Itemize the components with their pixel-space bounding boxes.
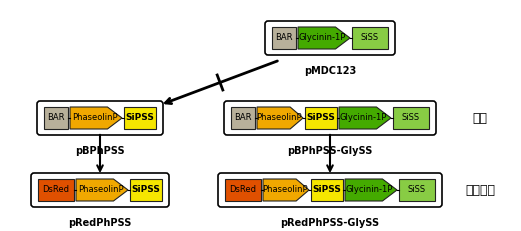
FancyBboxPatch shape [393, 107, 429, 129]
FancyBboxPatch shape [225, 179, 261, 201]
FancyBboxPatch shape [130, 179, 162, 201]
FancyBboxPatch shape [38, 179, 74, 201]
Polygon shape [298, 27, 350, 49]
FancyBboxPatch shape [44, 107, 68, 129]
Text: SiPSS: SiPSS [132, 185, 160, 195]
Text: PhaseolinP: PhaseolinP [72, 113, 117, 122]
FancyBboxPatch shape [31, 173, 169, 207]
Polygon shape [345, 179, 397, 201]
FancyBboxPatch shape [311, 179, 343, 201]
FancyBboxPatch shape [399, 179, 435, 201]
Polygon shape [339, 107, 391, 129]
FancyBboxPatch shape [37, 101, 163, 135]
FancyBboxPatch shape [305, 107, 337, 129]
Text: SiSS: SiSS [402, 113, 420, 122]
Text: SiSS: SiSS [408, 185, 426, 195]
Text: pMDC123: pMDC123 [304, 66, 356, 76]
FancyBboxPatch shape [272, 27, 296, 49]
Text: pBPhPSS: pBPhPSS [75, 146, 125, 156]
Text: SiSS: SiSS [361, 33, 379, 43]
Text: 들깨: 들깨 [473, 112, 488, 125]
FancyBboxPatch shape [124, 107, 156, 129]
Polygon shape [257, 107, 303, 129]
Text: pRedPhPSS-GlySS: pRedPhPSS-GlySS [280, 218, 380, 228]
Text: PhaseolinP: PhaseolinP [262, 185, 307, 195]
Text: PhaseolinP: PhaseolinP [256, 113, 302, 122]
Text: PhaseolinP: PhaseolinP [78, 185, 123, 195]
Text: SiPSS: SiPSS [126, 113, 154, 122]
Text: 카멜리나: 카멜리나 [465, 183, 495, 197]
Polygon shape [70, 107, 122, 129]
FancyBboxPatch shape [224, 101, 436, 135]
Text: Glycinin-1P: Glycinin-1P [340, 113, 387, 122]
Text: SiPSS: SiPSS [313, 185, 341, 195]
Text: pBPhPSS-GlySS: pBPhPSS-GlySS [287, 146, 373, 156]
Text: DsRed: DsRed [229, 185, 256, 195]
Polygon shape [76, 179, 128, 201]
Text: BAR: BAR [234, 113, 252, 122]
Text: SiPSS: SiPSS [306, 113, 336, 122]
Text: BAR: BAR [275, 33, 293, 43]
FancyBboxPatch shape [218, 173, 442, 207]
Text: Glycinin-1P: Glycinin-1P [346, 185, 393, 195]
Text: pRedPhPSS: pRedPhPSS [68, 218, 132, 228]
Text: DsRed: DsRed [43, 185, 69, 195]
FancyBboxPatch shape [265, 21, 395, 55]
Text: BAR: BAR [47, 113, 65, 122]
FancyBboxPatch shape [231, 107, 255, 129]
FancyBboxPatch shape [352, 27, 388, 49]
Polygon shape [263, 179, 309, 201]
Text: Glycinin-1P: Glycinin-1P [299, 33, 346, 43]
